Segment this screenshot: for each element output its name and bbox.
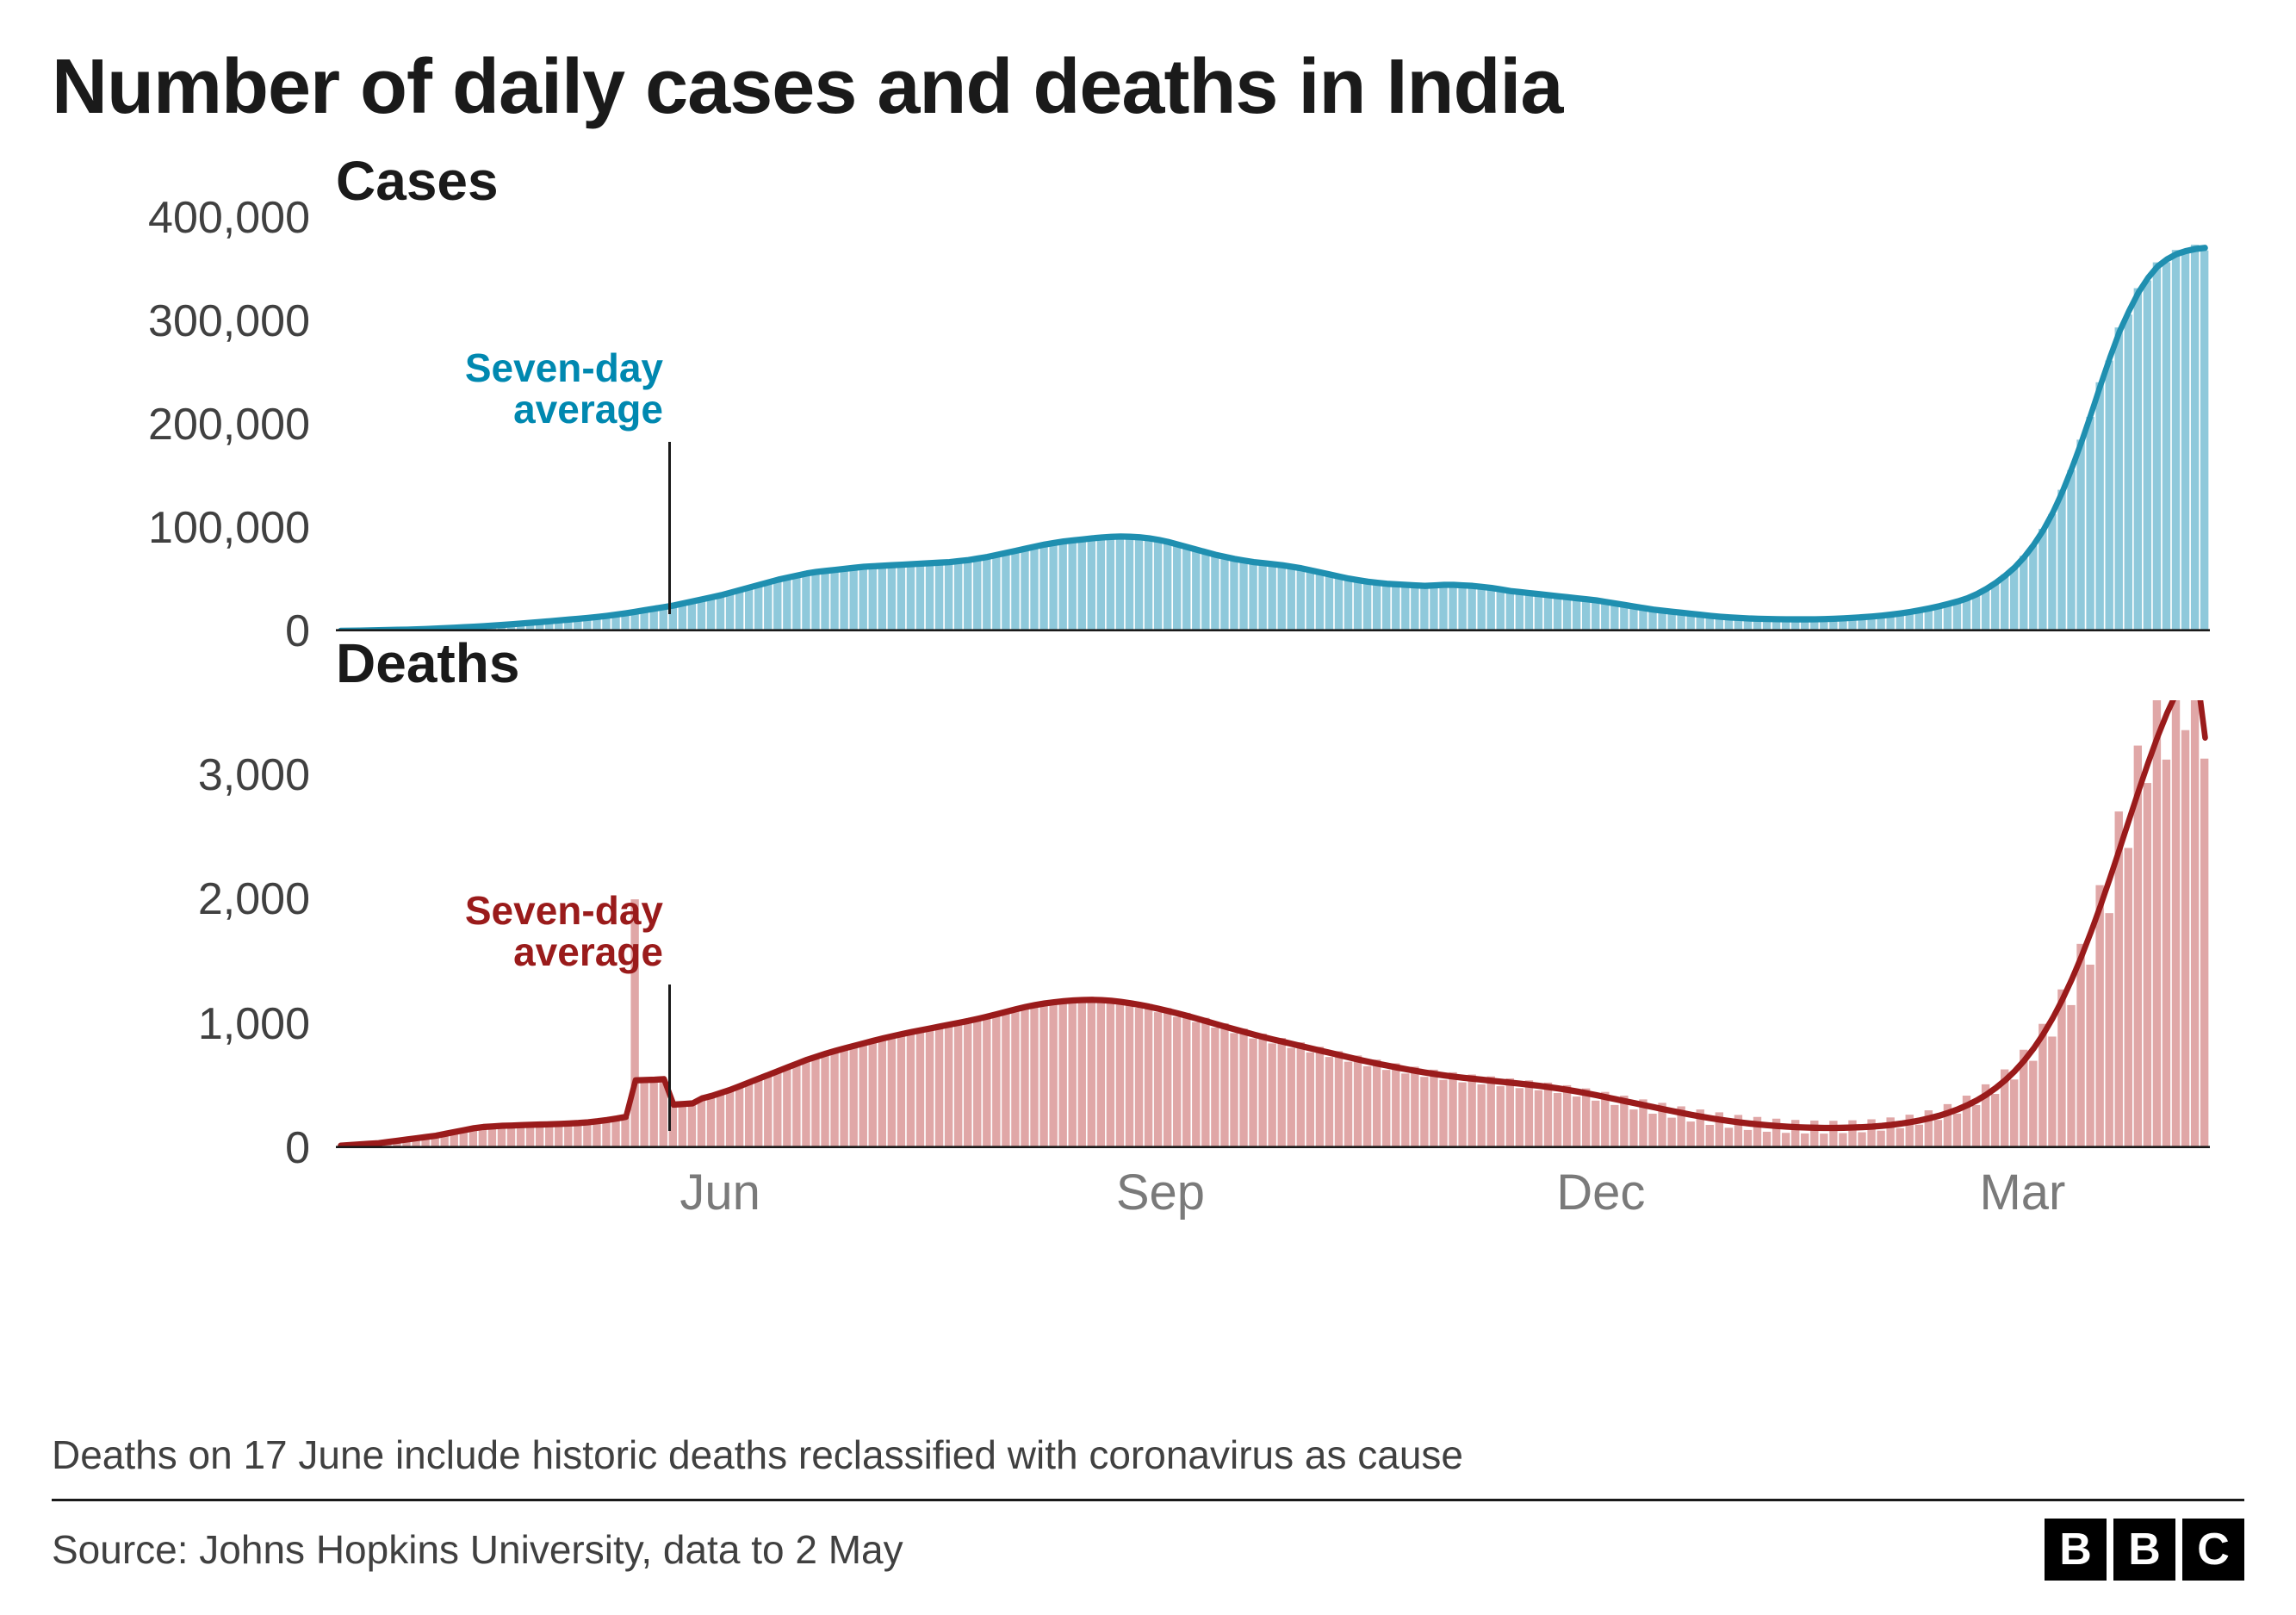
x-tick-label: Sep bbox=[1116, 1164, 1205, 1221]
annotation-text: average bbox=[513, 387, 663, 432]
chart-title: Number of daily cases and deaths in Indi… bbox=[52, 43, 2244, 132]
annotation-text: Seven-day bbox=[465, 345, 663, 390]
cases-panel: Cases 0100,000200,000300,000400,000 Seve… bbox=[52, 149, 2244, 631]
cases-annotation: Seven-day average bbox=[362, 347, 663, 431]
annotation-pointer bbox=[668, 985, 671, 1131]
annotation-pointer bbox=[668, 442, 671, 614]
cases-y-axis: 0100,000200,000300,000400,000 bbox=[52, 218, 327, 631]
deaths-y-axis: 01,0002,0003,000 bbox=[52, 700, 327, 1148]
y-tick-label: 0 bbox=[285, 1122, 310, 1174]
x-axis: Jun Sep Dec Mar bbox=[336, 1148, 2210, 1243]
source-text: Source: Johns Hopkins University, data t… bbox=[52, 1526, 903, 1573]
bbc-logo-b2: B bbox=[2113, 1519, 2175, 1581]
y-tick-label: 400,000 bbox=[148, 192, 310, 244]
bbc-logo-c: C bbox=[2182, 1519, 2244, 1581]
x-tick-label: Dec bbox=[1556, 1164, 1645, 1221]
cases-subtitle: Cases bbox=[336, 149, 2244, 213]
x-tick-label: Mar bbox=[1979, 1164, 2065, 1221]
deaths-annotation: Seven-day average bbox=[362, 890, 663, 973]
y-tick-label: 3,000 bbox=[198, 749, 310, 801]
deaths-subtitle: Deaths bbox=[336, 631, 2244, 695]
bbc-logo-b1: B bbox=[2045, 1519, 2107, 1581]
y-tick-label: 200,000 bbox=[148, 399, 310, 450]
y-tick-label: 1,000 bbox=[198, 998, 310, 1050]
x-tick-label: Jun bbox=[679, 1164, 760, 1221]
annotation-text: Seven-day bbox=[465, 888, 663, 933]
bbc-logo: B B C bbox=[2045, 1519, 2244, 1581]
y-tick-label: 100,000 bbox=[148, 502, 310, 554]
y-tick-label: 2,000 bbox=[198, 873, 310, 925]
y-tick-label: 300,000 bbox=[148, 295, 310, 347]
annotation-text: average bbox=[513, 929, 663, 974]
footnote: Deaths on 17 June include historic death… bbox=[52, 1432, 2244, 1499]
chart-area: Cases 0 100,000 200,000 300,000 400,000 Seve… bbox=[52, 149, 2244, 1406]
deaths-panel: Deaths 01,0002,0003,000 Seven-day averag… bbox=[52, 631, 2244, 1148]
